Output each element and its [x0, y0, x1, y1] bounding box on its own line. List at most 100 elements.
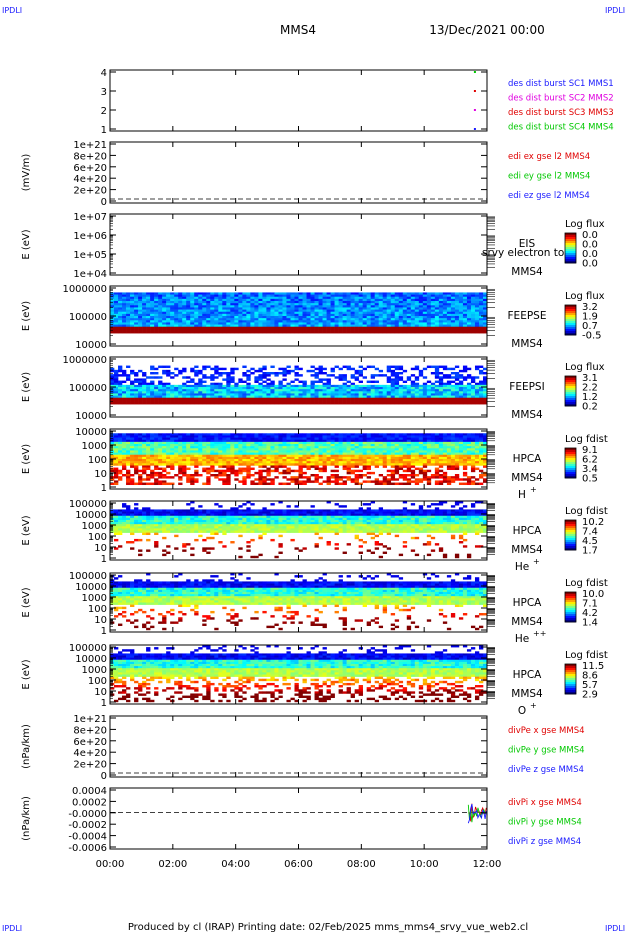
spectrogram-cell — [343, 463, 347, 465]
spectrogram-cell — [375, 391, 379, 393]
spectrogram-cell — [146, 433, 150, 435]
spectrogram-cell — [415, 453, 419, 455]
spectrogram-cell — [355, 459, 359, 461]
spectrogram-cell — [359, 400, 363, 402]
spectrogram-cell — [387, 444, 391, 446]
spectrogram-cell — [162, 301, 166, 303]
spectrogram-cell — [230, 376, 234, 378]
spectrogram-cell — [214, 314, 218, 316]
spectrogram-cell — [222, 474, 226, 476]
spectrogram-cell — [178, 370, 182, 372]
spectrogram-cell — [282, 448, 286, 450]
spectrogram-cell — [114, 442, 118, 444]
spectrogram-cell — [327, 310, 331, 312]
spectrogram-cell — [443, 398, 447, 400]
spectrogram-cell — [274, 444, 278, 446]
spectrogram-cell — [142, 320, 146, 322]
spectrogram-cell — [150, 391, 154, 393]
spectrogram-cell — [230, 299, 234, 301]
spectrogram-cell — [150, 393, 154, 395]
spectrogram-cell — [262, 442, 266, 444]
spectrogram-cell — [403, 325, 407, 327]
spectrogram-cell — [166, 316, 170, 318]
spectrogram-cell — [262, 366, 266, 368]
spectrogram-cell — [194, 301, 198, 303]
spectrogram-cell — [270, 307, 274, 309]
spectrogram-cell — [254, 385, 258, 387]
spectrogram-cell — [206, 325, 210, 327]
spectrogram-cell — [230, 398, 234, 400]
spectrogram-cell — [238, 329, 242, 331]
spectrogram-cell — [319, 318, 323, 320]
spectrogram-cell — [250, 368, 254, 370]
spectrogram-cell — [142, 372, 146, 374]
spectrogram-cell — [299, 387, 303, 389]
spectrogram-cell — [323, 393, 327, 395]
spectrogram-cell — [403, 483, 407, 485]
spectrogram-cell — [379, 387, 383, 389]
spectrogram-cell — [387, 442, 391, 444]
spectrogram-cell — [315, 461, 319, 463]
spectrogram-cell — [278, 320, 282, 322]
spectrogram-cell — [162, 310, 166, 312]
spectrogram-cell — [170, 303, 174, 305]
spectrogram-cell — [198, 295, 202, 297]
spectrogram-cell — [134, 433, 138, 435]
spectrogram-cell — [262, 396, 266, 398]
spectrogram-cell — [214, 435, 218, 437]
spectrogram-cell — [158, 461, 162, 463]
spectrogram-cell — [311, 474, 315, 476]
spectrogram-cell — [250, 393, 254, 395]
spectrogram-cell — [319, 470, 323, 472]
spectrogram-cell — [282, 444, 286, 446]
spectrogram-cell — [423, 393, 427, 395]
spectrogram-cell — [299, 468, 303, 470]
spectrogram-cell — [162, 444, 166, 446]
spectrogram-cell — [198, 393, 202, 395]
spectrogram-cell — [114, 299, 118, 301]
spectrogram-cell — [443, 312, 447, 314]
spectrogram-cell — [479, 389, 483, 391]
spectrogram-cell — [311, 463, 315, 465]
spectrogram-cell — [339, 396, 343, 398]
spectrogram-cell — [250, 398, 254, 400]
spectrogram-cell — [218, 385, 222, 387]
spectrogram-cell — [222, 463, 226, 465]
spectrogram-cell — [335, 314, 339, 316]
spectrogram-cell — [307, 457, 311, 459]
spectrogram-cell — [126, 457, 130, 459]
spectrogram-cell — [214, 316, 218, 318]
spectrogram-cell — [178, 389, 182, 391]
spectrogram-cell — [258, 474, 262, 476]
spectrogram-cell — [299, 316, 303, 318]
spectrogram-cell — [315, 402, 319, 404]
spectrogram-cell — [347, 318, 351, 320]
spectrogram-cell — [122, 314, 126, 316]
spectrogram-cell — [134, 327, 138, 329]
spectrogram-cell — [443, 366, 447, 368]
spectrogram-cell — [347, 476, 351, 478]
spectrogram-cell — [379, 433, 383, 435]
spectrogram-cell — [210, 398, 214, 400]
spectrogram-cell — [339, 368, 343, 370]
spectrogram-cell — [319, 370, 323, 372]
spectrogram-cell — [307, 331, 311, 333]
spectrogram-cell — [282, 301, 286, 303]
spectrogram-cell — [343, 480, 347, 482]
y-tick-label: 8e+20 — [73, 151, 107, 162]
spectrogram-cell — [130, 391, 134, 393]
spectrogram-cell — [214, 307, 218, 309]
spectrogram-cell — [391, 463, 395, 465]
spectrogram-cell — [315, 433, 319, 435]
spectrogram-cell — [443, 396, 447, 398]
spectrogram-cell — [186, 476, 190, 478]
spectrogram-cell — [403, 400, 407, 402]
spectrogram-cell — [363, 450, 367, 452]
spectrogram-cell — [114, 318, 118, 320]
spectrogram-cell — [286, 385, 290, 387]
spectrogram-cell — [391, 433, 395, 435]
spectrogram-cell — [226, 312, 230, 314]
spectrogram-cell — [274, 320, 278, 322]
spectrogram-cell — [363, 459, 367, 461]
spectrogram-cell — [383, 320, 387, 322]
